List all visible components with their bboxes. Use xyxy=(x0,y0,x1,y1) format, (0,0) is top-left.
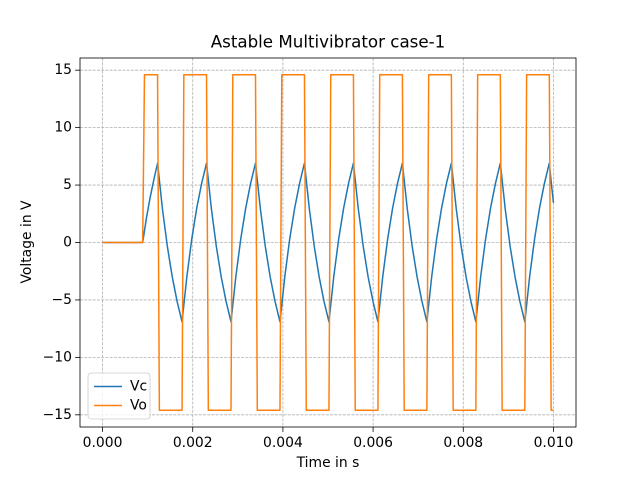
y-tick-label: 15 xyxy=(54,62,72,78)
x-tick-label: 0.008 xyxy=(443,435,483,451)
legend: Vc Vo xyxy=(87,372,151,420)
legend-label: Vc xyxy=(130,379,147,395)
y-axis-label: Voltage in V xyxy=(19,200,35,284)
y-tick-label: 5 xyxy=(63,177,72,193)
x-tick-label: 0.000 xyxy=(83,435,123,451)
legend-label: Vo xyxy=(130,398,147,414)
x-tick-label: 0.010 xyxy=(534,435,574,451)
y-tick-label: −15 xyxy=(43,407,72,423)
y-tick-label: 10 xyxy=(54,120,72,136)
plot-frame xyxy=(79,57,577,428)
x-axis-label: Time in s xyxy=(296,455,360,471)
chart-title: Astable Multivibrator case-1 xyxy=(211,32,446,52)
x-tick-label: 0.006 xyxy=(353,435,393,451)
y-tick-label: −5 xyxy=(52,292,72,308)
x-tick-label: 0.004 xyxy=(263,435,303,451)
x-tick-label: 0.002 xyxy=(173,435,213,451)
data-line xyxy=(102,162,555,323)
data-line xyxy=(102,74,554,411)
y-tick-label: −10 xyxy=(43,349,72,365)
y-tick-label: 0 xyxy=(63,235,72,251)
legend-box xyxy=(87,372,151,420)
